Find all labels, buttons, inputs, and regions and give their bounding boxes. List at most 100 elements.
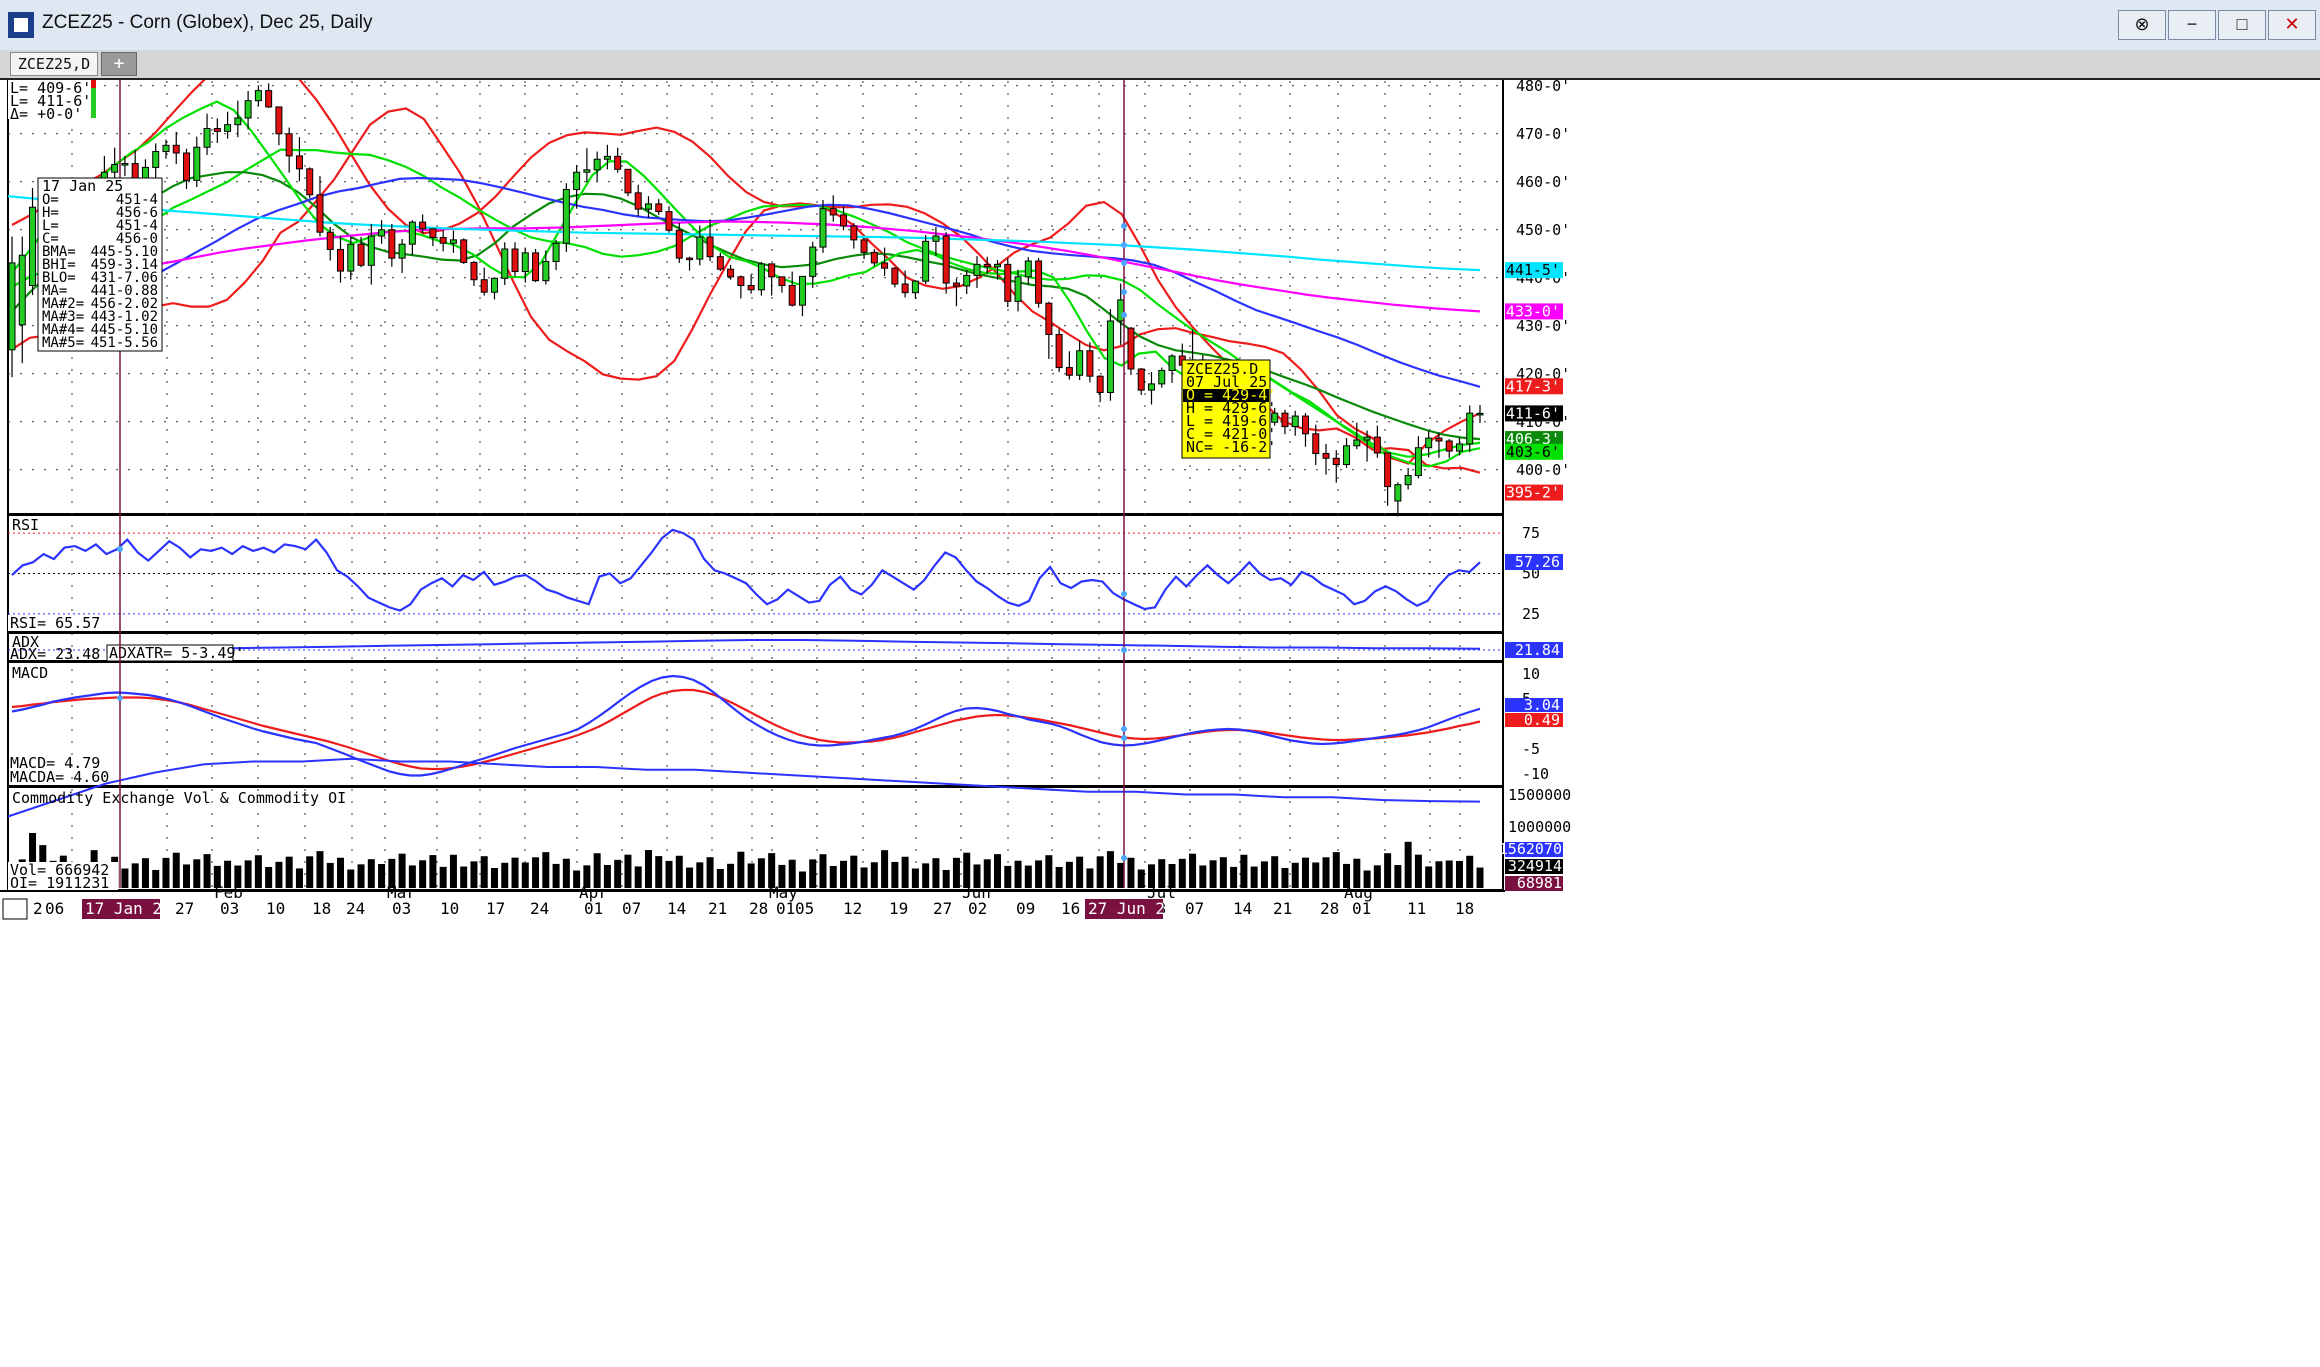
candle-body	[860, 239, 868, 253]
candle-body	[901, 283, 909, 294]
volume-tick-label: 1500000	[1508, 786, 1571, 804]
month-label: Jun	[962, 883, 991, 902]
candle-body	[870, 251, 878, 264]
volume-bar	[614, 859, 622, 888]
volume-bar	[932, 858, 940, 888]
volume-bar	[1014, 860, 1022, 888]
candle-body	[644, 203, 652, 210]
candle-body	[388, 229, 396, 259]
date-tick-label: 28	[749, 899, 768, 918]
candle-body	[521, 252, 529, 273]
data-window-key: BMA=	[42, 244, 76, 260]
window-titlebar: ZCEZ25 - Corn (Globex), Dec 25, Daily ⊗ …	[0, 0, 2320, 51]
date-tick-label: 27	[933, 899, 952, 918]
app-icon	[8, 12, 34, 38]
volume-bar	[1353, 858, 1361, 888]
volume-bar	[511, 857, 519, 888]
data-window-key: MA#5=	[42, 335, 84, 351]
price-tick-label: 460-0'	[1516, 173, 1570, 191]
candle-body	[244, 100, 252, 119]
candle-body	[316, 194, 324, 233]
tooltip-row: H = 429-6'	[1186, 399, 1276, 417]
adx-badge-label: 21.84	[1515, 641, 1560, 659]
candle-body	[285, 133, 293, 157]
candle-body	[183, 152, 191, 181]
volume-bar	[1199, 865, 1207, 888]
price-badge-label: 417-3'	[1506, 377, 1560, 395]
volume-bar	[1373, 865, 1381, 888]
candle-body	[470, 261, 478, 281]
tab-zcez25-daily[interactable]: ZCEZ25,D	[10, 52, 98, 76]
price-tick-label: 470-0'	[1516, 125, 1570, 143]
price-badge-label: 433-0'	[1506, 302, 1560, 320]
volume-bar	[532, 857, 540, 888]
cursor-marker	[1121, 647, 1127, 653]
volume-bar	[727, 863, 735, 888]
link-button[interactable]: ⊗	[2118, 10, 2166, 40]
volume-title: Commodity Exchange Vol & Commodity OI	[12, 789, 346, 807]
volume-bar	[583, 865, 591, 888]
price-badge-label: 411-6'	[1506, 404, 1560, 422]
volume-bar	[193, 859, 201, 888]
volume-bar	[1445, 860, 1453, 888]
candle-body	[152, 151, 160, 168]
date-tick-label: 11	[1407, 899, 1426, 918]
data-window-value: 456-2.02	[91, 296, 158, 312]
volume-bar	[1055, 866, 1063, 888]
date-tick-label: 24	[530, 899, 549, 918]
volume-bar	[1404, 841, 1412, 888]
volume-bar	[306, 856, 314, 888]
volume-bar	[809, 859, 817, 888]
candle-body	[1394, 484, 1402, 502]
volume-bar	[1260, 861, 1268, 888]
candle-body	[768, 263, 776, 278]
volume-bar	[737, 851, 745, 888]
rsi-line	[11, 528, 1481, 612]
price-tick-label: 430-0'	[1516, 317, 1570, 335]
volume-bar	[419, 860, 427, 888]
close-button[interactable]: ✕	[2268, 10, 2316, 40]
volume-bar	[1291, 862, 1299, 888]
volume-bar	[696, 862, 704, 888]
price-badge	[1505, 378, 1563, 395]
data-window-value: 431-7.06	[91, 270, 158, 286]
volume-bar	[819, 854, 827, 888]
month-label: Aug	[1344, 883, 1373, 902]
cursor-marker	[1121, 223, 1127, 229]
volume-bar	[686, 867, 694, 888]
volume-bar	[234, 865, 242, 888]
quote-tooltip	[1181, 359, 1271, 459]
add-tab-button[interactable]: +	[101, 52, 137, 76]
rsi-badge-label: 57.26	[1515, 553, 1560, 571]
volume-bar	[1106, 851, 1114, 888]
minimize-button[interactable]: −	[2168, 10, 2216, 40]
price-badge-label: 406-3'	[1506, 430, 1560, 448]
candle-body	[727, 268, 735, 278]
macd-tick-label: 10	[1522, 665, 1540, 683]
candle-body	[1343, 445, 1351, 466]
date-tick-label: 09	[1016, 899, 1035, 918]
candle-body	[603, 155, 611, 160]
candle-body	[1425, 437, 1433, 449]
price-tick-label: 400-0'	[1516, 461, 1570, 479]
cursor-marker	[117, 546, 123, 552]
candle-body	[624, 168, 632, 194]
date-tick-label: 01	[584, 899, 603, 918]
volume-bar	[1476, 867, 1484, 888]
data-window-key: BLO=	[42, 270, 76, 286]
volume-bar	[244, 860, 252, 888]
candle-body	[757, 263, 765, 291]
maximize-button[interactable]: □	[2218, 10, 2266, 40]
ohlc-box-bg	[8, 80, 88, 119]
volume-bar	[1086, 868, 1094, 888]
volume-bar	[1076, 856, 1084, 888]
volume-bar	[665, 860, 673, 888]
data-window-value: 459-3.14	[91, 257, 158, 273]
candle-body	[840, 214, 848, 227]
candle-body	[593, 158, 601, 171]
volume-bar	[1219, 857, 1227, 888]
tooltip-row: L = 419-6'	[1186, 412, 1276, 430]
candle-body	[347, 243, 355, 272]
volume-bar	[501, 862, 509, 888]
